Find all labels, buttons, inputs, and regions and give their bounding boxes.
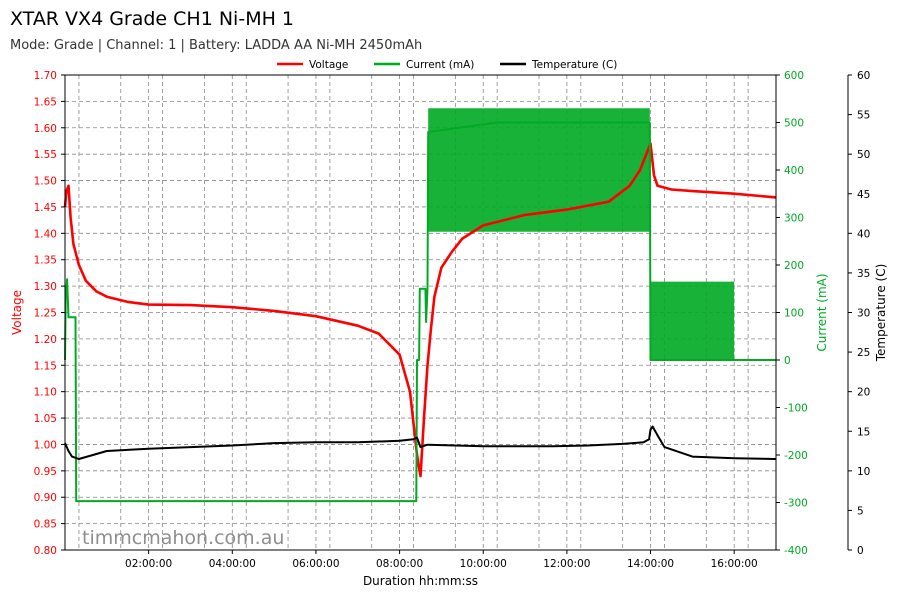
chart-subtitle: Mode: Grade | Channel: 1 | Battery: LADD… <box>10 38 423 53</box>
voltage-axis-label: Voltage <box>10 290 24 335</box>
series-lines <box>63 121 777 503</box>
watermark: timmcmahon.com.au <box>82 527 284 549</box>
current-tick-label: -400 <box>784 545 808 557</box>
current-ma-line <box>64 121 776 503</box>
current-band-1 <box>428 108 650 232</box>
temperature-tick-label: 35 <box>857 268 870 280</box>
current-axis-label: Current (mA) <box>815 273 829 351</box>
voltage-tick-label: 1.00 <box>34 439 57 451</box>
temperature-tick-label: 45 <box>857 189 870 201</box>
current-tick-label: 500 <box>784 118 804 130</box>
voltage-tick-label: 0.80 <box>34 545 57 557</box>
current-tick-label: 200 <box>784 260 804 272</box>
x-tick-label: 06:00:00 <box>292 558 339 570</box>
voltage-tick-label: 1.35 <box>34 255 57 267</box>
x-tick-label: 12:00:00 <box>543 558 590 570</box>
x-tick-label: 14:00:00 <box>627 558 674 570</box>
voltage-tick-label: 1.30 <box>34 281 57 293</box>
voltage-tick-label: 1.10 <box>34 387 57 399</box>
legend[interactable]: Voltage Current (mA) Temperature (C) <box>277 59 617 71</box>
voltage-tick-label: 1.65 <box>34 96 57 108</box>
legend-entry: Temperature (C) <box>531 59 617 71</box>
voltage-tick-label: 1.40 <box>34 228 57 240</box>
voltage-tick-label: 0.90 <box>34 492 57 504</box>
temperature-tick-label: 55 <box>857 110 870 122</box>
voltage-tick-label: 1.20 <box>34 334 57 346</box>
current-tick-label: 300 <box>784 213 804 225</box>
x-axis-label: Duration hh:mm:ss <box>363 574 478 588</box>
temperature-tick-label: 0 <box>857 545 864 557</box>
current-tick-label: -100 <box>784 403 808 415</box>
voltage-tick-label: 1.05 <box>34 413 57 425</box>
voltage-tick-label: 1.60 <box>34 123 57 135</box>
legend-entry: Current (mA) <box>406 59 474 71</box>
legend-entry: Voltage <box>309 59 348 71</box>
current-tick-label: 600 <box>784 70 804 82</box>
voltage-tick-label: 1.50 <box>34 176 57 188</box>
current-band-2 <box>650 281 735 360</box>
voltage-tick-label: 1.25 <box>34 308 57 320</box>
temperature-axis-label: Temperature (C) <box>874 264 888 363</box>
current-tick-label: 0 <box>784 355 791 367</box>
chart-title: XTAR VX4 Grade CH1 Ni-MH 1 <box>10 8 294 30</box>
temperature-c-line <box>64 425 777 460</box>
current-tick-label: -300 <box>784 498 808 510</box>
x-tick-label: 02:00:00 <box>125 558 172 570</box>
temperature-tick-label: 10 <box>857 466 870 478</box>
x-tick-label: 10:00:00 <box>460 558 507 570</box>
current-bands <box>428 108 735 360</box>
voltage-tick-label: 1.15 <box>34 360 57 372</box>
temperature-tick-label: 50 <box>857 149 870 161</box>
x-tick-label: 16:00:00 <box>711 558 758 570</box>
voltage-tick-label: 0.95 <box>34 466 57 478</box>
temperature-tick-label: 5 <box>857 505 864 517</box>
axes: 0.80 0.85 0.90 0.95 1.00 1.05 1.10 1.15 1.20 1.25… <box>10 70 888 588</box>
voltage-tick-label: 1.70 <box>34 70 57 82</box>
current-tick-label: 100 <box>784 308 804 320</box>
voltage-tick-label: 0.85 <box>34 519 57 531</box>
temperature-tick-label: 25 <box>857 347 870 359</box>
temperature-tick-label: 20 <box>857 387 870 399</box>
current-tick-label: 400 <box>784 165 804 177</box>
temperature-tick-label: 40 <box>857 228 870 240</box>
voltage-line <box>63 142 777 478</box>
voltage-tick-label: 1.55 <box>34 149 57 161</box>
x-tick-label: 04:00:00 <box>209 558 256 570</box>
temperature-tick-label: 15 <box>857 426 870 438</box>
temperature-tick-label: 60 <box>857 70 870 82</box>
temperature-tick-label: 30 <box>857 308 870 320</box>
x-tick-label: 08:00:00 <box>376 558 423 570</box>
voltage-tick-label: 1.45 <box>34 202 57 214</box>
current-tick-label: -200 <box>784 450 808 462</box>
